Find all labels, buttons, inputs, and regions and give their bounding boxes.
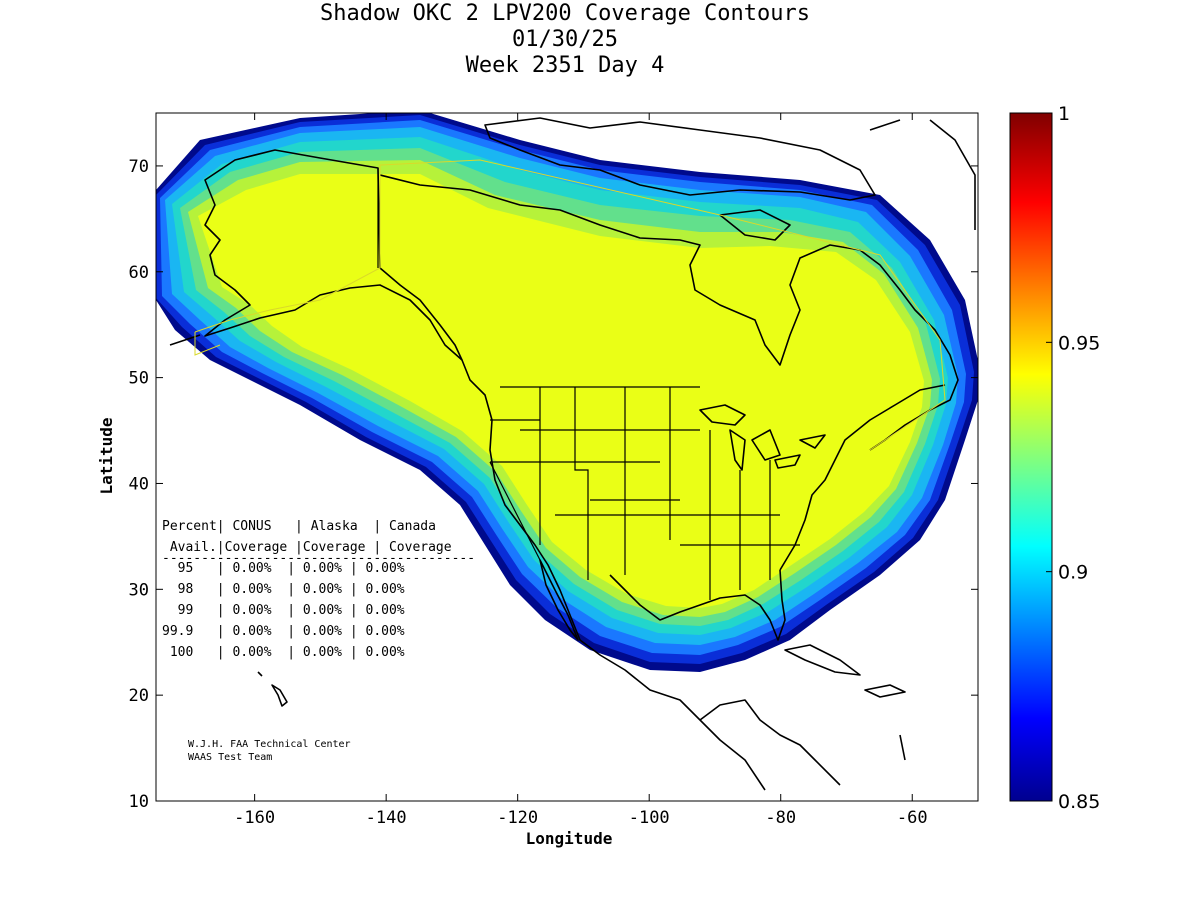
y-tick-label: 50: [129, 369, 149, 389]
y-tick-label: 60: [129, 263, 149, 283]
y-tick-label: 20: [129, 686, 149, 706]
x-tick-label: -80: [765, 808, 796, 828]
colorbar-tick-label: 1: [1058, 103, 1070, 125]
credit-line-1: W.J.H. FAA Technical Center: [188, 739, 351, 750]
title-line-1: Shadow OKC 2 LPV200 Coverage Contours: [320, 1, 810, 26]
x-tick-label: -140: [366, 808, 407, 828]
y-tick-label: 10: [129, 792, 149, 812]
table-row: 98 | 0.00% | 0.00% | 0.00%: [162, 582, 405, 597]
x-tick-label: -60: [897, 808, 928, 828]
table-separator: ----------------------------------------: [162, 551, 475, 566]
credit-line-2: WAAS Test Team: [188, 752, 272, 763]
colorbar-ticks: 0.85 0.9 0.95 1: [1046, 103, 1100, 813]
colorbar-tick-label: 0.95: [1058, 332, 1100, 354]
y-axis-ticks: 10 20 30 40 50 60 70: [129, 157, 978, 812]
x-tick-label: -120: [497, 808, 538, 828]
y-tick-label: 70: [129, 157, 149, 177]
y-tick-label: 40: [129, 474, 149, 494]
y-axis-label: Latitude: [97, 417, 116, 494]
table-row: 99 | 0.00% | 0.00% | 0.00%: [162, 603, 405, 618]
table-row: 95 | 0.00% | 0.00% | 0.00%: [162, 561, 405, 576]
x-tick-label: -160: [234, 808, 275, 828]
colorbar: 0.85 0.9 0.95 1: [1009, 103, 1100, 813]
coverage-band-7: [198, 174, 924, 608]
colorbar-tick-label: 0.9: [1058, 562, 1088, 584]
x-axis-label: Longitude: [526, 829, 613, 848]
colorbar-tick-label: 0.85: [1058, 791, 1100, 813]
colorbar-gradient: [1009, 112, 1053, 802]
title-line-3: Week 2351 Day 4: [466, 53, 665, 78]
table-header-1: Percent| CONUS | Alaska | Canada: [162, 519, 436, 534]
plot-frame: [155, 112, 979, 802]
plot-area: [156, 113, 978, 801]
y-tick-label: 30: [129, 580, 149, 600]
table-header-2: Avail.|Coverage |Coverage | Coverage: [162, 540, 452, 555]
table-row: 99.9 | 0.00% | 0.00% | 0.00%: [162, 624, 405, 639]
state-borders: [377, 168, 800, 600]
service-area-boundary: [194, 159, 946, 451]
table-row: 100 | 0.00% | 0.00% | 0.00%: [162, 645, 405, 660]
x-tick-label: -100: [629, 808, 670, 828]
x-axis-ticks: -160 -140 -120 -100 -80 -60: [234, 113, 928, 828]
title-line-2: 01/30/25: [512, 27, 618, 52]
coverage-table: Percent| CONUS | Alaska | Canada Avail.|…: [162, 519, 475, 660]
